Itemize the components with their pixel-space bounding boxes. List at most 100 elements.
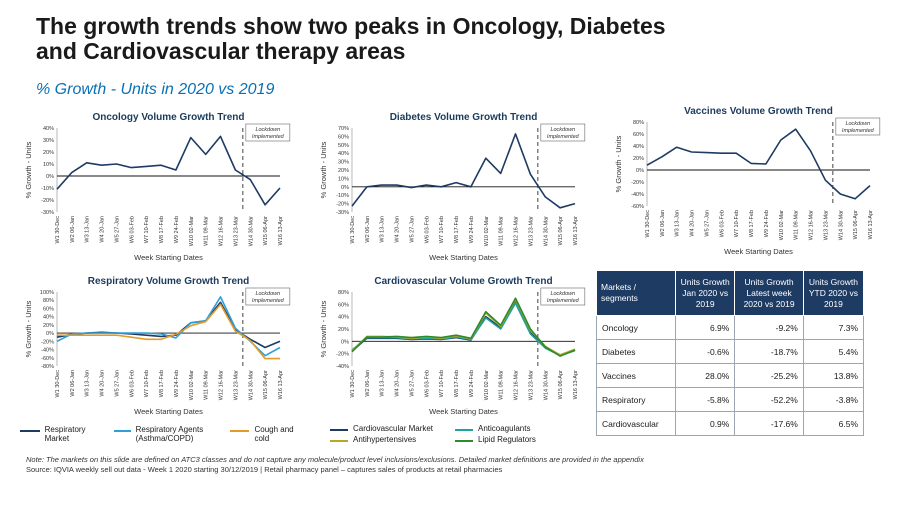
table-header: Units Growth Jan 2020 vs 2019 (674, 270, 736, 316)
x-axis-label: Week Starting Dates (724, 247, 793, 256)
markets-table: Markets / segments Units Growth Jan 2020… (596, 270, 865, 436)
y-tick-label: -20% (631, 180, 644, 186)
x-tick-label: W8 17-Feb (159, 370, 165, 397)
y-tick-label: 40% (43, 315, 54, 321)
x-tick-label: W2 06-Jan (70, 216, 76, 243)
x-tick-label: W3 13-Jan (85, 370, 91, 397)
lockdown-label: Implemented (842, 128, 875, 134)
series-line (351, 300, 576, 356)
legend-swatch (330, 440, 348, 442)
x-tick-label: W16 13-Apr (573, 216, 579, 246)
x-tick-label: W2 06-Jan (70, 370, 76, 397)
table-cell: -5.8% (674, 387, 736, 412)
y-tick-label: -40% (631, 192, 644, 198)
table-row: Vaccines 28.0% -25.2% 13.8% (596, 363, 865, 388)
x-tick-label: W2 06-Jan (660, 210, 666, 237)
x-tick-label: W5 27-Jan (409, 370, 415, 397)
y-tick-label: 40% (633, 144, 644, 150)
x-tick-label: W10 02-Mar (484, 370, 490, 400)
x-tick-label: W7 10-Feb (439, 370, 445, 397)
x-tick-label: W10 02-Mar (189, 370, 195, 400)
chart-title: Respiratory Volume Growth Trend (88, 276, 250, 287)
x-axis-label: Week Starting Dates (134, 253, 203, 262)
y-tick-label: 10% (43, 162, 54, 168)
x-tick-label: W7 10-Feb (144, 370, 150, 397)
x-tick-label: W15 06-Apr (558, 216, 564, 246)
legend-label: Respiratory Agents (Asthma/COPD) (135, 425, 204, 443)
x-tick-label: W9 24-Feb (469, 216, 475, 243)
table-cell: 7.3% (802, 315, 865, 340)
y-tick-label: -20% (41, 198, 54, 204)
y-tick-label: 0% (341, 185, 349, 191)
table-cell: Oncology (596, 315, 676, 340)
x-tick-label: W7 10-Feb (734, 210, 740, 237)
x-tick-label: W9 24-Feb (174, 370, 180, 397)
table-cell: 28.0% (674, 363, 736, 388)
y-tick-label: 0% (46, 331, 54, 337)
series-line (56, 301, 281, 349)
x-tick-label: W9 24-Feb (174, 216, 180, 243)
legend-item-respiratory-market: Respiratory Market (20, 425, 100, 443)
legend-swatch (330, 429, 348, 431)
legend-item-antihypertensives: Antihypertensives (330, 435, 455, 444)
x-tick-label: W12 16-Mar (514, 370, 520, 400)
page-subtitle: % Growth - Units in 2020 vs 2019 (36, 81, 275, 98)
lockdown-label: Implemented (252, 298, 285, 304)
table-cell: 0.9% (674, 411, 736, 436)
series-line (351, 133, 576, 209)
y-tick-label: 100% (40, 290, 54, 296)
lockdown-label: Lockdown (550, 127, 575, 133)
y-tick-label: -10% (336, 193, 349, 199)
x-tick-label: W5 27-Jan (114, 370, 120, 397)
lockdown-label: Implemented (252, 134, 285, 140)
x-tick-label: W14 30-Mar (248, 216, 254, 246)
legend-label: Cough and cold (254, 425, 294, 443)
x-tick-label: W1 30-Dec (55, 370, 61, 398)
table-row: Respiratory -5.8% -52.2% -3.8% (596, 387, 865, 412)
x-tick-label: W16 13-Apr (868, 210, 874, 240)
x-tick-label: W13 23-Mar (233, 370, 239, 400)
x-tick-label: W4 20-Jan (100, 370, 106, 397)
legend-swatch (114, 430, 131, 432)
legend-item-respiratory-agents: Respiratory Agents (Asthma/COPD) (114, 425, 224, 443)
x-tick-label: W14 30-Mar (838, 210, 844, 240)
x-tick-label: W12 16-Mar (219, 216, 225, 246)
x-tick-label: W11 09-Mar (499, 216, 505, 246)
lockdown-label: Lockdown (255, 291, 280, 297)
table-cell: -0.6% (674, 339, 736, 364)
lockdown-label: Implemented (547, 298, 580, 304)
x-tick-label: W6 03-Feb (719, 210, 725, 237)
y-axis-label: % Growth - Units (319, 300, 328, 357)
series-line (351, 298, 576, 356)
x-tick-label: W5 27-Jan (409, 216, 415, 243)
series-line (56, 296, 281, 357)
x-tick-label: W6 03-Feb (424, 370, 430, 397)
x-tick-label: W10 02-Mar (779, 210, 785, 240)
x-tick-label: W15 06-Apr (558, 370, 564, 400)
diabetes-chart: Diabetes Volume Growth Trend 70% 60% 50% 40%… (295, 110, 595, 275)
page-title: The growth trends show two peaks in Onco… (36, 13, 666, 64)
legend-label: Respiratory Market (44, 425, 86, 443)
table-cell: 5.4% (802, 339, 865, 364)
legend-item-cardiovascular-market: Cardiovascular Market (330, 424, 455, 433)
x-tick-label: W11 09-Mar (794, 210, 800, 240)
x-tick-label: W2 06-Jan (365, 216, 371, 243)
x-tick-label: W4 20-Jan (395, 370, 401, 397)
y-tick-label: 20% (633, 156, 644, 162)
respiratory-legend: Respiratory Market Respiratory Agents (A… (20, 425, 300, 453)
x-tick-label: W3 13-Jan (85, 216, 91, 243)
x-tick-label: W6 03-Feb (424, 216, 430, 243)
x-tick-label: W7 10-Feb (144, 216, 150, 243)
table-cell: Respiratory (596, 387, 676, 412)
y-tick-label: 50% (338, 143, 349, 149)
y-tick-label: 40% (43, 126, 54, 132)
legend-swatch (20, 430, 40, 432)
source-text: Source: IQVIA weekly sell out data - Wee… (26, 465, 503, 474)
table-row: Oncology 6.9% -9.2% 7.3% (596, 315, 865, 340)
y-axis-label: % Growth - Units (614, 135, 623, 192)
table-cell: Diabetes (596, 339, 676, 364)
y-tick-label: 80% (43, 298, 54, 304)
table-header: Markets / segments (596, 270, 676, 316)
y-tick-label: 20% (43, 323, 54, 329)
chart-title: Cardiovascular Volume Growth Trend (374, 276, 552, 287)
